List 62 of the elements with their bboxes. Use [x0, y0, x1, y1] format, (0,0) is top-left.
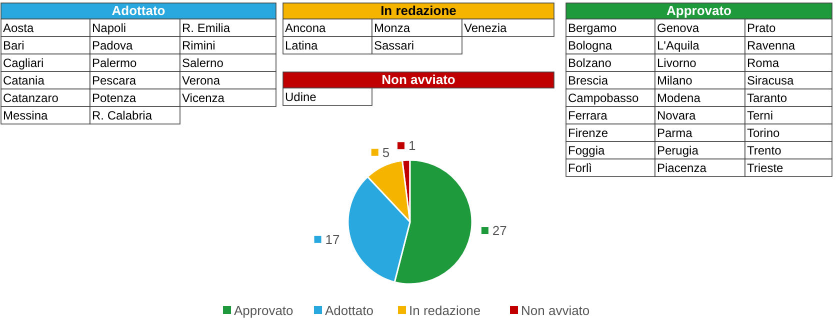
text: Piacenza	[657, 161, 707, 175]
text: Modena	[657, 91, 701, 105]
text: Bari	[3, 38, 24, 52]
text: Novara	[657, 108, 696, 122]
text: Foggia	[568, 144, 606, 158]
text: Taranto	[747, 91, 788, 105]
text: L'Aquila	[657, 38, 700, 52]
legend-label: In redazione	[409, 303, 481, 318]
legend-label: Non avviato	[521, 303, 590, 318]
text: Livorno	[657, 56, 697, 70]
text: Trento	[747, 144, 782, 158]
text: Milano	[657, 74, 693, 88]
text: Rimini	[182, 38, 216, 52]
text: Palermo	[92, 56, 138, 70]
text: R. Emilia	[182, 21, 230, 35]
text: Catania	[3, 74, 45, 88]
text: Sassari	[374, 38, 414, 52]
text: Venezia	[464, 21, 508, 35]
text: Bolzano	[568, 56, 612, 70]
text: Terni	[747, 108, 774, 122]
text: Udine	[285, 90, 317, 104]
text: Prato	[747, 21, 776, 35]
text: Napoli	[92, 21, 126, 35]
text: Trieste	[747, 161, 784, 175]
text: Firenze	[568, 126, 608, 140]
text: Torino	[747, 126, 780, 140]
text: Catanzaro	[3, 91, 59, 105]
text: Brescia	[568, 74, 608, 88]
data-label: 5	[382, 144, 390, 160]
text: Bergamo	[568, 21, 618, 35]
text: In redazione	[380, 3, 456, 18]
text: R. Calabria	[92, 108, 152, 122]
text: Messina	[3, 108, 48, 122]
text: Ancona	[285, 21, 326, 35]
data-label: 27	[492, 223, 507, 238]
text: Aosta	[3, 21, 34, 35]
text: Genova	[657, 21, 700, 35]
text: Bologna	[568, 38, 612, 52]
text: Ravenna	[747, 38, 796, 52]
text: Verona	[182, 74, 220, 88]
text: Monza	[374, 21, 410, 35]
text: Ferrara	[568, 108, 608, 122]
text: Potenza	[92, 91, 136, 105]
text: Siracusa	[747, 74, 794, 88]
text: Roma	[747, 56, 780, 70]
text: Vicenza	[182, 91, 225, 105]
text: Non avviato	[382, 72, 456, 87]
legend-label: Approvato	[234, 303, 294, 318]
text: Adottato	[112, 3, 166, 18]
text: Forlì	[568, 161, 592, 175]
text: Parma	[657, 126, 693, 140]
data-label: 17	[325, 232, 340, 247]
legend-label: Adottato	[325, 303, 374, 318]
text: Perugia	[657, 144, 699, 158]
data-label: 1	[408, 138, 416, 154]
text: Approvato	[666, 3, 732, 18]
text: Cagliari	[3, 56, 44, 70]
text: Latina	[285, 38, 318, 52]
text: Salerno	[182, 56, 224, 70]
text: Campobasso	[568, 91, 640, 105]
text: Padova	[92, 38, 134, 52]
text: Pescara	[92, 74, 136, 88]
